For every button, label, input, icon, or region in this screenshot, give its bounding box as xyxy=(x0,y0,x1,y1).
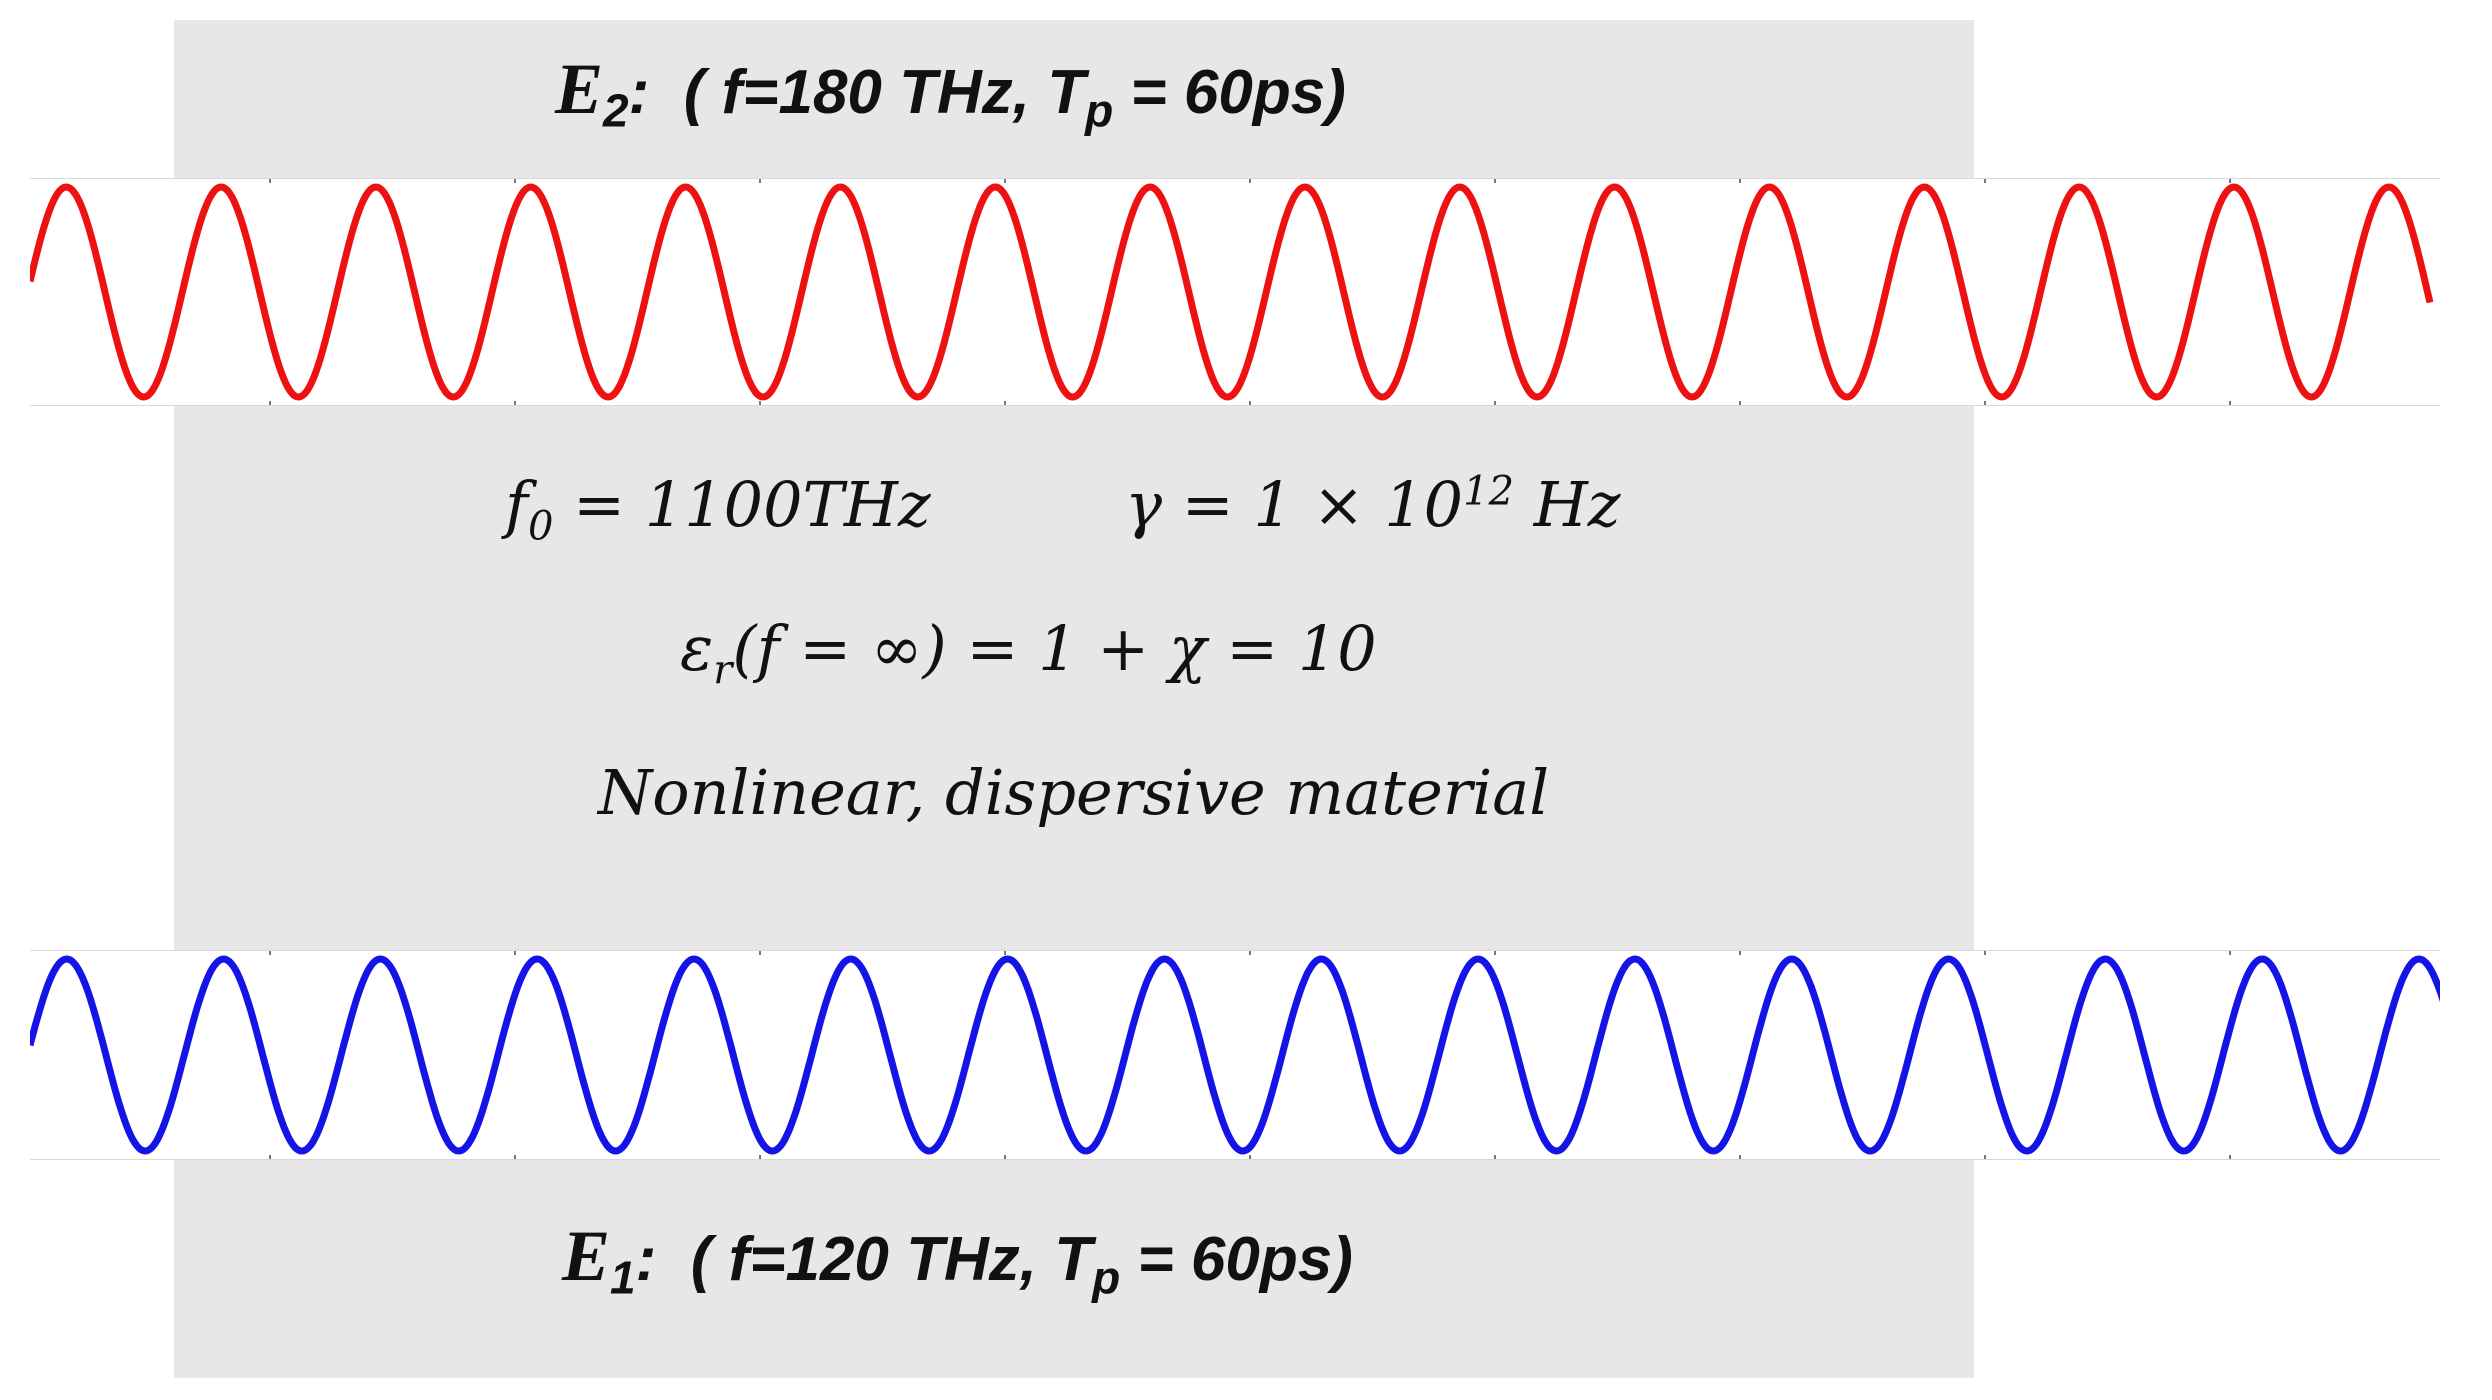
material-description: Nonlinear, dispersive material xyxy=(598,756,1550,829)
e2-wave-strip xyxy=(30,178,2440,406)
e1-sine-curve xyxy=(30,955,2440,1155)
e2-wave-plot xyxy=(30,179,2434,405)
gamma-equation: γ = 1 × 1012 Hz xyxy=(1125,468,1621,541)
epsilon-equation: εr(f = ∞) = 1 + χ = 10 xyxy=(680,612,1377,694)
e1-wave-label: E1: ( f=120 THz, Tp = 60ps) xyxy=(562,1216,1353,1304)
e2-sine-curve xyxy=(30,183,2434,401)
e1-wave-strip xyxy=(30,950,2440,1160)
e2-wave-label: E2: ( f=180 THz, Tp = 60ps) xyxy=(555,49,1346,137)
f0-equation: f0 = 1100THz xyxy=(505,468,931,550)
e1-wave-plot xyxy=(30,951,2440,1159)
